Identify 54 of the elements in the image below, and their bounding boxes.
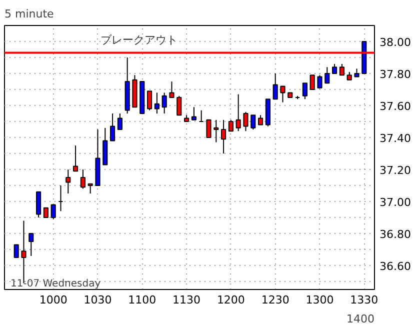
y-tick-label: 36.80 (380, 228, 411, 241)
y-tick-label: 36.60 (380, 260, 411, 273)
candlestick (43, 207, 48, 218)
candlestick (236, 94, 241, 132)
candlestick (332, 63, 338, 74)
x-tick-label: 1100 (128, 294, 156, 306)
candlestick (228, 119, 234, 132)
candlestick (154, 92, 160, 114)
x-tick-label: 1200 (216, 294, 245, 306)
x-tick-label: 1000 (39, 294, 68, 306)
x-tick-label: 1300 (306, 294, 334, 306)
candlestick (221, 119, 226, 154)
ref-line-label: ブレークアウト (100, 34, 178, 47)
candlestick (36, 191, 42, 218)
candlestick (117, 113, 122, 130)
candlestick (214, 119, 219, 143)
candlestick (66, 169, 71, 194)
y-tick-label: 38.00 (380, 36, 411, 49)
candlestick (250, 114, 256, 130)
candlestick (317, 74, 322, 88)
y-tick-label: 37.40 (380, 132, 411, 145)
candlestick (102, 127, 108, 166)
candlestick (339, 63, 344, 76)
text: 1400 (346, 312, 375, 326)
candlestick (280, 86, 286, 103)
candlestick (258, 114, 264, 126)
candlestick (73, 145, 78, 172)
candlestick (310, 74, 315, 90)
candlestick (243, 111, 248, 132)
chart-title: 5 minute (4, 8, 54, 20)
y-tick-label: 37.60 (380, 100, 411, 113)
candlestick (191, 106, 196, 120)
candlestick (272, 73, 278, 100)
x-tick-label: 1130 (172, 294, 201, 306)
candlestick (147, 90, 152, 111)
candlestick (176, 95, 182, 116)
candlestick (324, 66, 330, 84)
candlestick (169, 81, 174, 98)
x-tick-label: 1030 (84, 294, 112, 306)
candlestick (80, 169, 86, 190)
y-tick-label: 37.80 (380, 68, 411, 81)
x-tick-label: 1230 (261, 294, 290, 306)
x-tick-label: 1330 (350, 294, 378, 306)
candlestick (14, 244, 19, 258)
candlestick (302, 82, 308, 100)
candlestick (28, 233, 34, 256)
candlestick (50, 204, 56, 220)
annotation: 11-07 Wednesday (10, 278, 101, 290)
candlestick (206, 119, 212, 138)
candlestick (110, 113, 116, 142)
y-tick-label: 37.00 (380, 196, 411, 209)
y-tick-label: 37.20 (380, 164, 411, 177)
candlestick (162, 92, 167, 114)
candlestick (88, 183, 93, 194)
